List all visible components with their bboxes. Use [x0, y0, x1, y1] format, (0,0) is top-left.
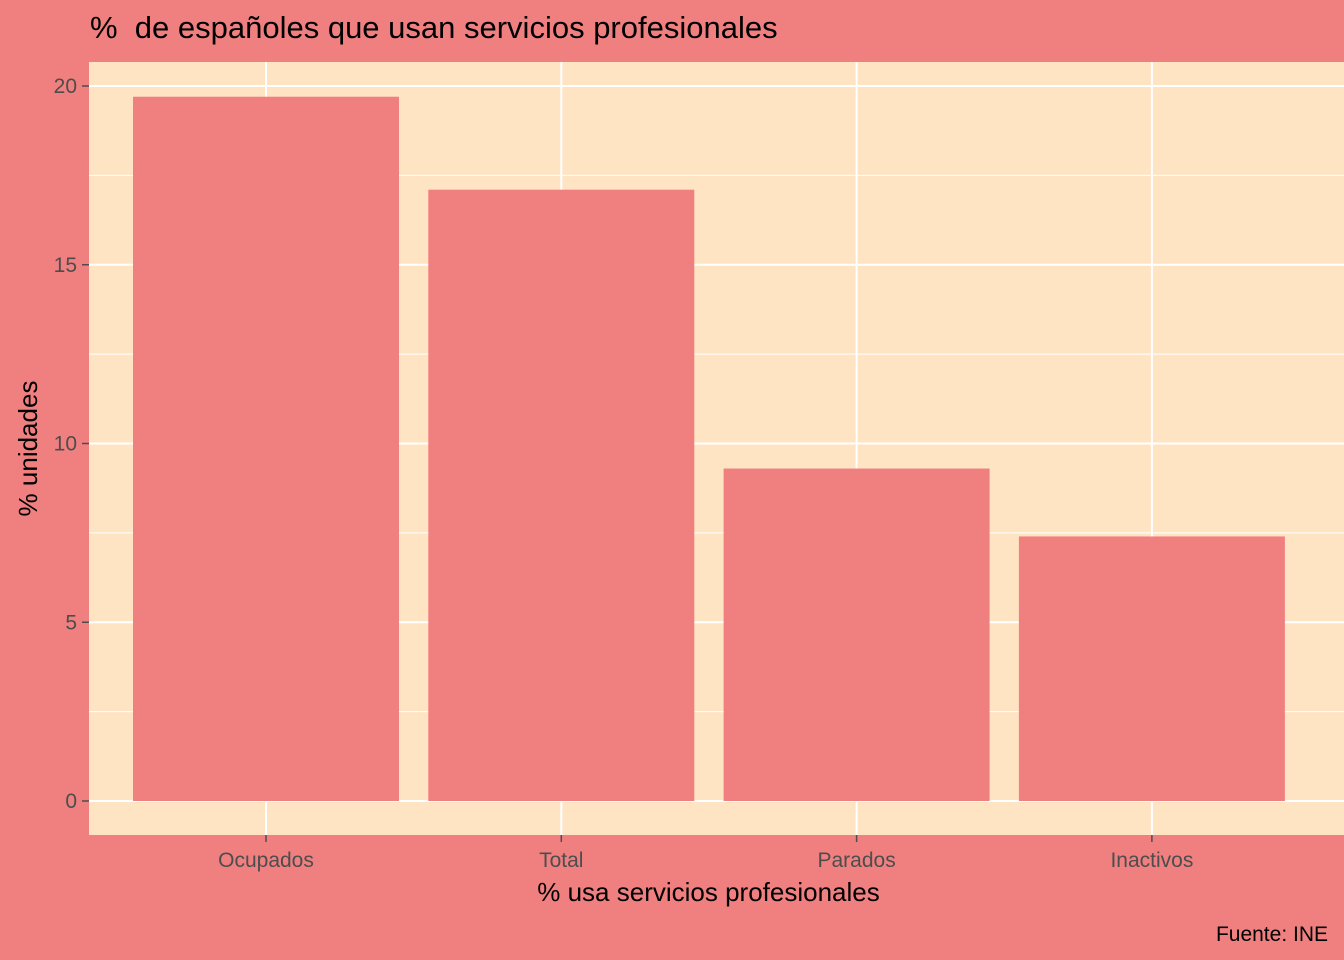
bar-total [428, 189, 695, 802]
y-tick-label: 0 [65, 790, 77, 813]
bar-inactivos [1018, 536, 1285, 801]
caption: Fuente: INE [1216, 923, 1328, 946]
bar-parados [723, 468, 990, 801]
bar-ocupados [133, 96, 399, 802]
y-tick-label: 5 [65, 611, 77, 634]
y-tick-label: 10 [54, 433, 77, 456]
bars [133, 96, 1285, 802]
x-tick-label: Ocupados [218, 849, 314, 872]
x-axis-title: % usa servicios profesionales [537, 877, 880, 907]
y-axis-title: % unidades [13, 381, 43, 517]
chart-title: % de españoles que usan servicios profes… [90, 10, 778, 45]
y-axis: 0 5 10 15 20 [54, 75, 89, 813]
y-tick-label: 15 [54, 254, 77, 277]
y-tick-label: 20 [54, 75, 77, 98]
x-tick-label: Total [539, 849, 583, 872]
x-axis: Ocupados Total Parados Inactivos [218, 835, 1193, 872]
x-tick-label: Parados [817, 849, 895, 872]
x-tick-label: Inactivos [1110, 849, 1193, 872]
